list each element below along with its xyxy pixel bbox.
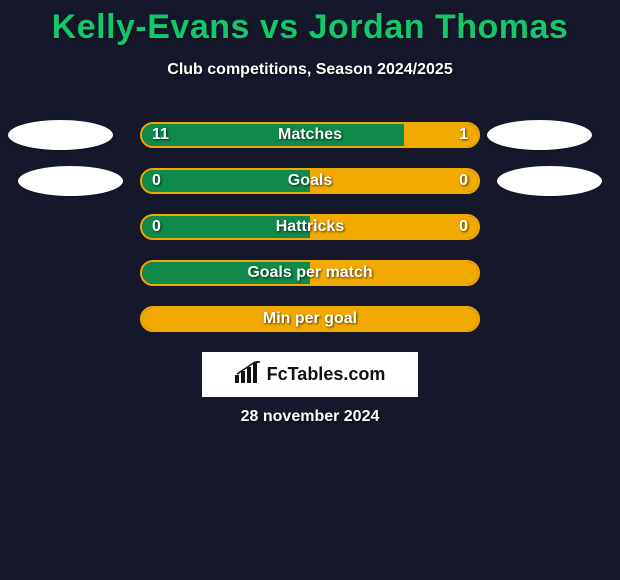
logo-box: FcTables.com — [202, 352, 418, 397]
player-oval-right — [497, 166, 602, 196]
stat-bar-left-fill — [142, 124, 404, 146]
stat-bar-left-fill — [142, 216, 310, 238]
stat-bar-right-fill — [142, 308, 478, 330]
stat-bar-track: Goals — [140, 168, 480, 194]
stat-bar-right-fill — [310, 170, 478, 192]
stat-rows: Matches111 Goals00 Hattricks00 Goals per ma… — [0, 122, 620, 352]
stat-row: Matches111 — [0, 122, 620, 148]
stat-bar-track: Goals per match — [140, 260, 480, 286]
logo-chart-icon — [235, 361, 261, 388]
page-title: Kelly-Evans vs Jordan Thomas — [0, 0, 620, 47]
date-text: 28 november 2024 — [0, 408, 620, 426]
stat-bar-right-fill — [404, 124, 478, 146]
stat-bar-track: Matches — [140, 122, 480, 148]
stat-bar-track: Min per goal — [140, 306, 480, 332]
stat-bar-right-fill — [310, 262, 478, 284]
subtitle: Club competitions, Season 2024/2025 — [0, 61, 620, 79]
stat-row: Goals00 — [0, 168, 620, 194]
stat-bar-right-fill — [310, 216, 478, 238]
player-oval-left — [18, 166, 123, 196]
stat-row: Hattricks00 — [0, 214, 620, 240]
logo-text: FcTables.com — [267, 364, 386, 385]
player-oval-right — [487, 120, 592, 150]
stat-row: Goals per match — [0, 260, 620, 286]
comparison-infographic: Kelly-Evans vs Jordan Thomas Club compet… — [0, 0, 620, 580]
player-oval-left — [8, 120, 113, 150]
stat-bar-left-fill — [142, 262, 310, 284]
stat-bar-left-fill — [142, 170, 310, 192]
stat-bar-track: Hattricks — [140, 214, 480, 240]
stat-row: Min per goal — [0, 306, 620, 332]
